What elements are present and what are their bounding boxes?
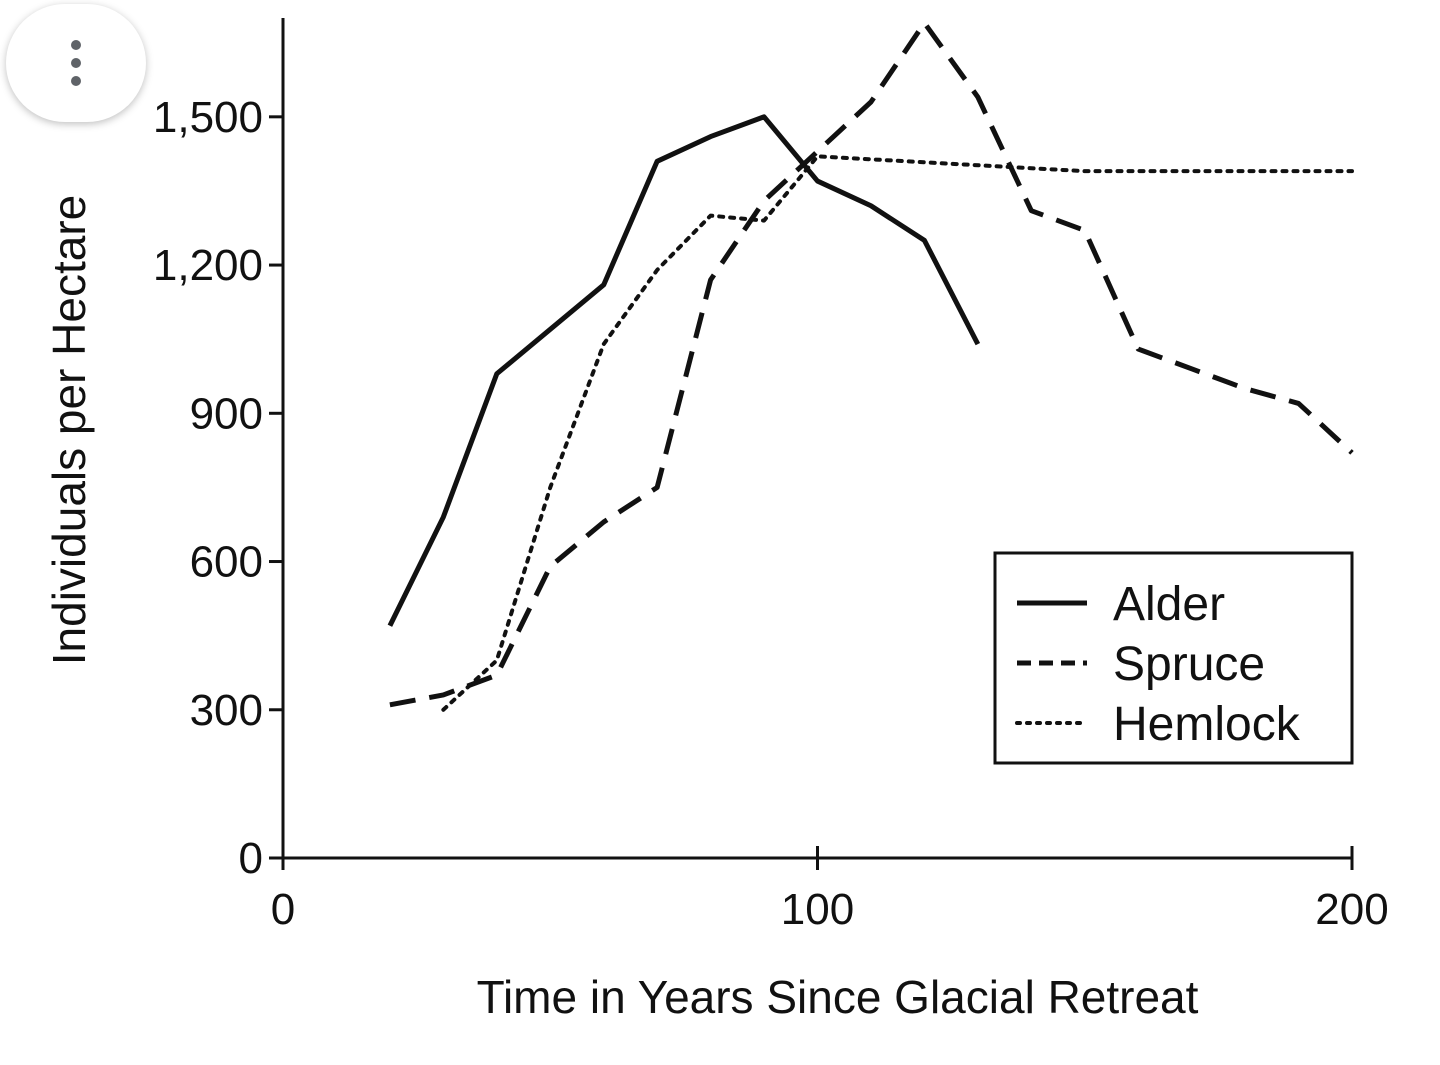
y-tick-label: 900 <box>190 389 263 438</box>
y-tick-label: 600 <box>190 538 263 587</box>
series-line-spruce <box>389 20 1354 708</box>
more-options-button[interactable] <box>6 4 146 122</box>
series-layer <box>387 20 1354 712</box>
series-line-hemlock <box>441 154 1354 712</box>
x-ticks: 0 100 200 <box>271 846 1389 934</box>
x-tick-label: 0 <box>271 885 295 934</box>
legend-label-spruce: Spruce <box>1113 638 1265 691</box>
legend-label-hemlock: Hemlock <box>1113 698 1301 751</box>
more-vert-icon <box>71 40 81 86</box>
y-axis-title: Individuals per Hectare <box>43 195 95 665</box>
legend: Alder Spruce Hemlock <box>993 551 1354 765</box>
x-axis-title: Time in Years Since Glacial Retreat <box>477 971 1199 1023</box>
y-ticks: 0 300 600 900 1,200 1,500 <box>153 93 283 883</box>
y-tick-label: 1,500 <box>153 93 263 142</box>
x-tick-label: 100 <box>781 885 854 934</box>
series-line-alder <box>387 114 981 627</box>
legend-label-alder: Alder <box>1113 578 1225 631</box>
y-tick-label: 1,200 <box>153 241 263 290</box>
y-tick-label: 0 <box>239 834 263 883</box>
legend-box <box>993 551 1354 765</box>
y-tick-label: 300 <box>190 686 263 735</box>
x-tick-label: 200 <box>1315 885 1388 934</box>
